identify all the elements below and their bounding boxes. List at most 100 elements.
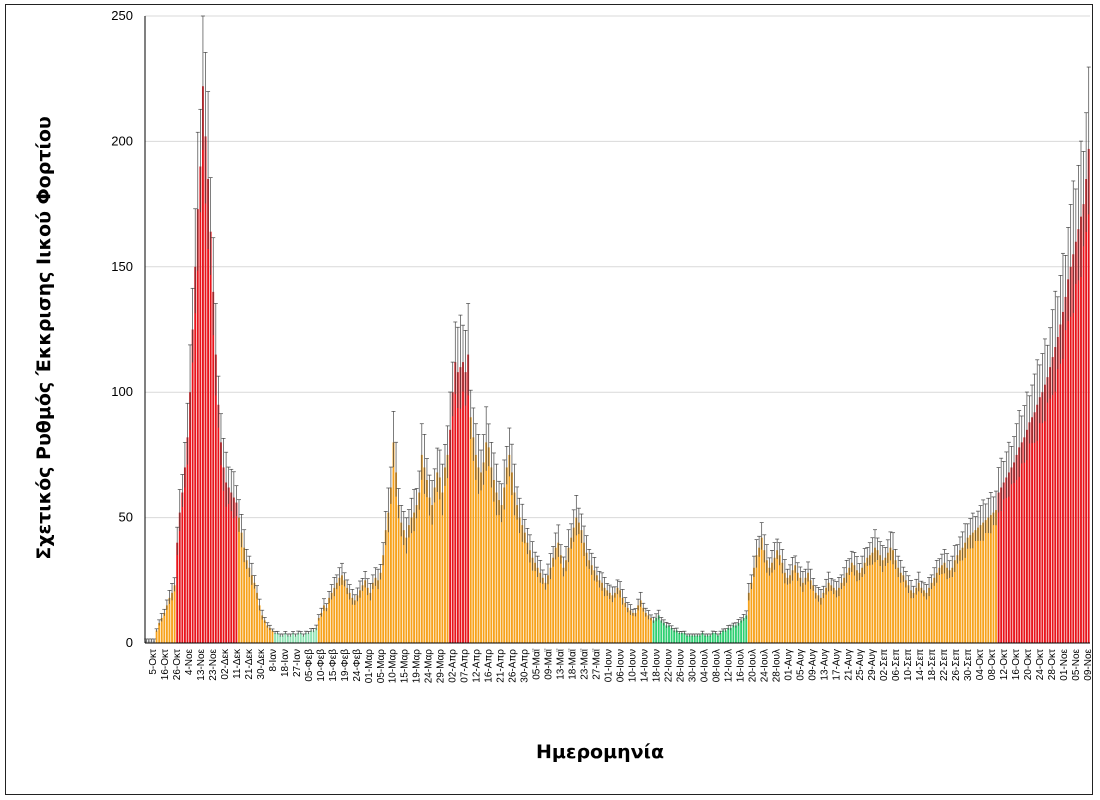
bar: [742, 617, 745, 643]
bar: [598, 580, 601, 643]
x-tick-label: 27-Ιαν: [292, 649, 303, 677]
bar: [856, 570, 858, 643]
bar: [405, 537, 408, 643]
bar: [796, 572, 799, 643]
bars: [145, 86, 1090, 644]
bar: [189, 392, 191, 643]
bar: [876, 550, 879, 643]
x-tick-label: 19-Φεβ: [340, 649, 351, 682]
bar: [1059, 324, 1062, 643]
bar: [1000, 487, 1003, 643]
bar: [451, 392, 454, 643]
bar: [704, 635, 706, 643]
bar: [1033, 412, 1036, 643]
bar: [920, 587, 923, 643]
y-axis-label: Σχετικός Ρυθμός Έκκρισης Ιικού Φορτίου: [33, 116, 55, 559]
bar: [902, 575, 905, 643]
bar: [204, 136, 207, 643]
bar: [469, 417, 472, 643]
bar: [181, 492, 184, 643]
bar: [202, 86, 204, 643]
bar: [662, 622, 665, 643]
bar: [799, 577, 802, 643]
bar: [706, 635, 709, 643]
bar: [897, 567, 900, 643]
bar: [997, 492, 1000, 643]
bar: [858, 572, 861, 643]
bar: [523, 532, 526, 643]
bar: [590, 565, 593, 643]
bar: [1069, 266, 1072, 643]
x-tick-label: 15-Φεβ: [328, 649, 339, 682]
bar: [840, 582, 843, 643]
x-tick-label: 8-Ιαν: [268, 649, 279, 671]
bar: [874, 547, 876, 643]
x-tick-labels: 5-Οκτ 16-Οκτ 26-Οκτ 4-Νοε 13-Νοε 23-Νοε 02-Δεκ…: [148, 648, 1094, 683]
bar: [248, 567, 251, 643]
bar: [165, 605, 168, 643]
x-tick-label: 10-Ιουν: [627, 649, 638, 682]
bar: [171, 592, 173, 643]
bar: [838, 587, 840, 643]
bar: [745, 615, 748, 643]
bar: [454, 362, 457, 643]
bar: [482, 462, 485, 643]
bar: [539, 572, 542, 643]
bar: [871, 552, 874, 643]
bar: [253, 582, 256, 643]
bar: [173, 585, 176, 643]
bar: [819, 597, 822, 643]
bar: [668, 625, 670, 643]
bar: [212, 291, 215, 643]
bar: [804, 577, 807, 643]
bar: [634, 612, 637, 643]
bar: [1074, 241, 1077, 643]
bar: [158, 622, 161, 643]
bar: [650, 617, 652, 643]
bar: [866, 557, 869, 643]
x-tick-label: 04-Οκτ: [975, 649, 986, 680]
bar: [1064, 296, 1067, 643]
bar: [431, 505, 434, 643]
bar: [892, 550, 894, 643]
bar: [402, 530, 405, 643]
bar: [1051, 357, 1054, 643]
bar: [449, 429, 452, 643]
bar: [459, 367, 462, 643]
x-tick-label: 13-Μαϊ: [556, 648, 567, 680]
y-tick-label: 150: [111, 259, 133, 274]
bar: [516, 505, 519, 643]
bar: [410, 517, 413, 643]
bar: [302, 635, 305, 643]
bar: [626, 607, 629, 643]
bar: [284, 632, 287, 643]
x-tick-label: 26-Ιουν: [675, 649, 686, 682]
bar: [765, 560, 768, 643]
bar: [1077, 229, 1080, 643]
bar: [163, 612, 166, 643]
bar: [230, 492, 233, 643]
y-tick-labels: 0 50 100 150 200 250: [111, 8, 133, 650]
x-tick-label: 05-Μαρ: [376, 649, 387, 684]
x-tick-label: 05-Μαϊ: [532, 648, 543, 680]
x-tick-label: 01-Ιουν: [604, 649, 615, 682]
x-tick-label: 13-Νοε: [196, 648, 207, 680]
x-tick-label: 4-Νοε: [184, 648, 195, 675]
bar: [335, 582, 338, 643]
bar: [716, 635, 719, 643]
x-tick-label: 16-Οκτ: [1011, 649, 1022, 680]
x-tick-label: 09-Νοε: [1083, 648, 1094, 680]
bar: [1020, 442, 1023, 643]
bar: [377, 580, 379, 643]
bar: [549, 567, 552, 643]
bar: [835, 590, 838, 643]
bar: [467, 354, 470, 643]
bar: [209, 231, 212, 644]
bar: [696, 635, 699, 643]
bar: [575, 517, 578, 643]
x-tick-label: 30-Ιουν: [687, 649, 698, 682]
bar: [665, 625, 668, 643]
bar: [495, 492, 498, 643]
bar: [160, 617, 163, 643]
bar: [534, 562, 537, 643]
